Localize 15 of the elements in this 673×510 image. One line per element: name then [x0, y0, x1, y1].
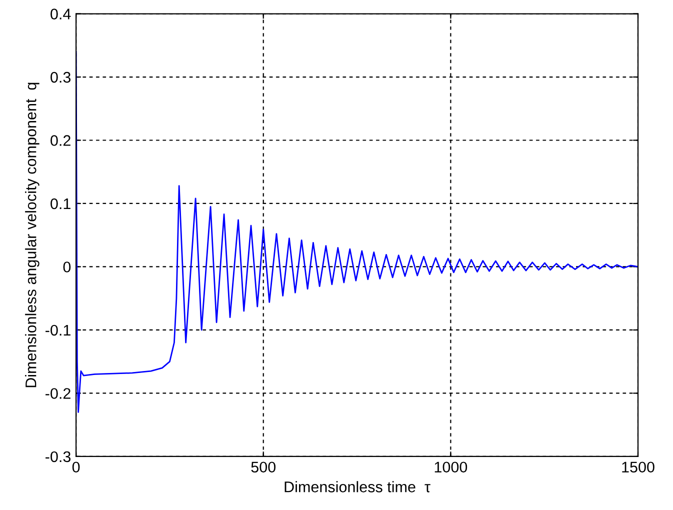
y-tick-label: -0.1 — [46, 324, 70, 336]
x-axis-title: Dimensionless time τ — [284, 481, 430, 492]
x-tick-label: 1000 — [434, 462, 468, 473]
y-tick-label: -0.3 — [46, 451, 71, 462]
x-tick-label: 500 — [251, 462, 276, 473]
y-tick-label: 0.4 — [50, 8, 71, 20]
y-axis-title: Dimensionless angular velocity component q — [25, 82, 40, 388]
y-tick-label: 0 — [63, 262, 71, 272]
y-tick-label: -0.2 — [46, 388, 70, 399]
y-tick-label: 0.1 — [50, 198, 70, 210]
x-tick-label: 0 — [72, 462, 80, 473]
y-tick-label: 0.2 — [50, 135, 70, 146]
line-series — [76, 51, 638, 413]
y-tick-label: 0.3 — [50, 72, 71, 83]
x-tick-label: 1500 — [622, 462, 654, 473]
